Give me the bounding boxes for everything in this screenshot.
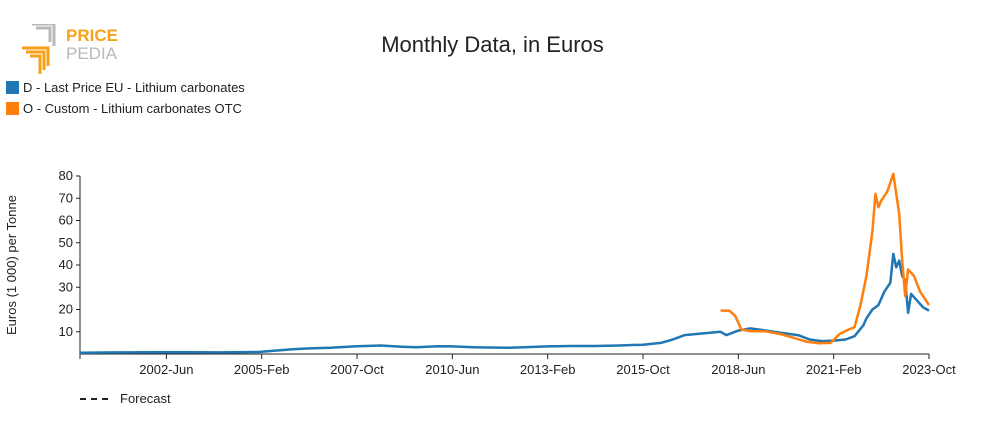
series-line-2[interactable] — [720, 172, 931, 345]
x-tick-label: 2002-Jun — [139, 362, 193, 377]
y-tick-label: 60 — [59, 213, 73, 228]
y-tick-label: 20 — [59, 302, 73, 317]
x-tick-label: 2005-Feb — [234, 362, 290, 377]
legend-label-series-1: D - Last Price EU - Lithium carbonates — [23, 80, 245, 95]
x-tick-label: 2007-Oct — [330, 362, 384, 377]
series-line-1[interactable] — [79, 252, 930, 354]
legend-swatch-series-1 — [6, 81, 19, 94]
x-tick-label: 2021-Feb — [806, 362, 862, 377]
y-tick-label: 70 — [59, 190, 73, 205]
x-tick-label: 2010-Jun — [425, 362, 479, 377]
logo-text-bottom: PEDIA — [66, 44, 118, 63]
x-tick-label: 2013-Feb — [520, 362, 576, 377]
forecast-legend: Forecast — [80, 391, 171, 406]
chart-title: Monthly Data, in Euros — [381, 32, 604, 57]
y-tick-label: 80 — [59, 168, 73, 183]
logo-mark-icon: PRICE PEDIA — [22, 22, 118, 74]
legend-label-series-2: O - Custom - Lithium carbonates OTC — [23, 101, 242, 116]
logo-text-top: PRICE — [66, 26, 118, 45]
x-tick-label: 2015-Oct — [616, 362, 670, 377]
y-tick-label: 40 — [59, 257, 73, 272]
forecast-dash-icon — [80, 397, 108, 400]
pricepedia-logo: PRICE PEDIA — [20, 22, 130, 74]
legend-item-series-1[interactable]: D - Last Price EU - Lithium carbonates — [6, 80, 245, 95]
y-tick-label: 50 — [59, 235, 73, 250]
y-tick-label: 30 — [59, 279, 73, 294]
legend-swatch-series-2 — [6, 102, 19, 115]
forecast-label: Forecast — [120, 391, 171, 406]
y-axis-label: Euros (1 000) per Tonne — [4, 195, 19, 335]
x-tick-label: 2018-Jun — [711, 362, 765, 377]
legend-item-series-2[interactable]: O - Custom - Lithium carbonates OTC — [6, 101, 242, 116]
y-tick-label: 10 — [59, 324, 73, 339]
x-tick-label: 2023-Oct — [902, 362, 956, 377]
